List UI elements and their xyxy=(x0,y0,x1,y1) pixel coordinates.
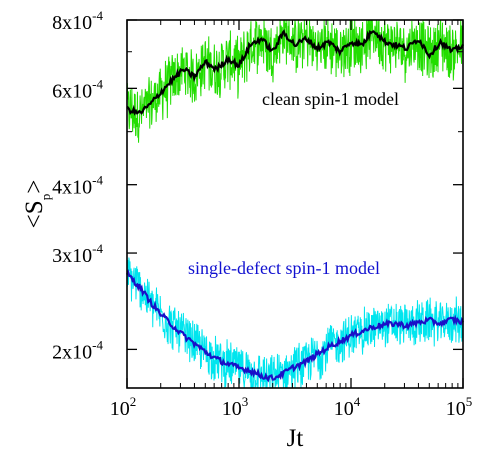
plot-frame xyxy=(126,19,464,389)
y-tick-label: 6x10-4 xyxy=(52,76,103,102)
svg-text:<Sp>: <Sp> xyxy=(21,180,53,229)
y-tick-label: 4x10-4 xyxy=(52,173,103,199)
annotation-defect: single-defect spin-1 model xyxy=(188,258,380,278)
y-tick-label: 8x10-4 xyxy=(52,8,103,34)
y-axis-label-close: > xyxy=(21,180,48,194)
x-tick-label: 103 xyxy=(222,394,249,420)
y-axis-label-sub: p xyxy=(38,194,53,201)
x-tick-label: 102 xyxy=(110,394,137,420)
plot-content xyxy=(126,19,464,389)
defect-average-series xyxy=(126,269,464,383)
y-tick-label: 2x10-4 xyxy=(52,337,103,363)
clean-noisy-series xyxy=(126,19,464,143)
y-axis-label: <Sp> xyxy=(21,180,53,229)
x-tick-label: 105 xyxy=(446,394,473,420)
y-tick-label: 3x10-4 xyxy=(52,241,103,267)
ticks: 102 103 104 105 2x10-4 3x10-4 4x10-4 6x10-4 8x10… xyxy=(52,8,472,420)
x-tick-label: 104 xyxy=(334,394,361,420)
x-axis-label: Jt xyxy=(287,425,304,451)
clean-average-series xyxy=(126,29,464,116)
y-axis-label-main: <S xyxy=(21,200,48,228)
annotation-clean: clean spin-1 model xyxy=(262,89,399,109)
